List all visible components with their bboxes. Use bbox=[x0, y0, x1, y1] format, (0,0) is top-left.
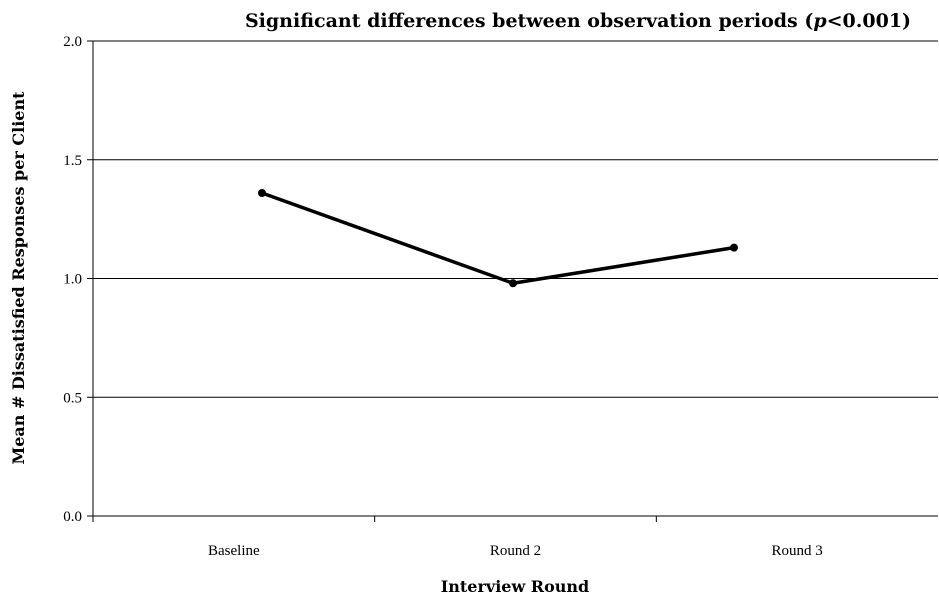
y-tick-labels: 0.0 0.5 1.0 1.5 2.0 bbox=[63, 34, 82, 525]
data-point bbox=[730, 243, 738, 252]
x-tick-label: Baseline bbox=[208, 543, 260, 559]
chart-title-italic: p bbox=[813, 10, 827, 32]
gridlines bbox=[93, 40, 938, 398]
series bbox=[258, 189, 738, 288]
y-tick-label: 1.0 bbox=[63, 272, 82, 288]
x-tick-label: Round 3 bbox=[772, 543, 823, 559]
x-axis-label: Interview Round bbox=[441, 577, 589, 596]
y-tick-label: 2.0 bbox=[63, 34, 82, 50]
axes bbox=[87, 40, 938, 522]
y-axis-label: Mean # Dissatisfied Responses per Client bbox=[9, 91, 28, 465]
data-point bbox=[509, 279, 517, 288]
chart-title: Significant differences between observat… bbox=[245, 10, 911, 32]
y-tick-label: 0.0 bbox=[63, 509, 82, 525]
y-tick-label: 0.5 bbox=[63, 390, 82, 406]
data-point bbox=[258, 189, 266, 197]
x-tick-label: Round 2 bbox=[490, 543, 541, 559]
series-line bbox=[260, 191, 736, 285]
chart-title-before: Significant differences between observat… bbox=[245, 10, 813, 32]
x-tick-labels: Baseline Round 2 Round 3 bbox=[208, 543, 823, 559]
chart-title-after: <0.001) bbox=[827, 10, 911, 32]
y-tick-label: 1.5 bbox=[63, 153, 82, 169]
